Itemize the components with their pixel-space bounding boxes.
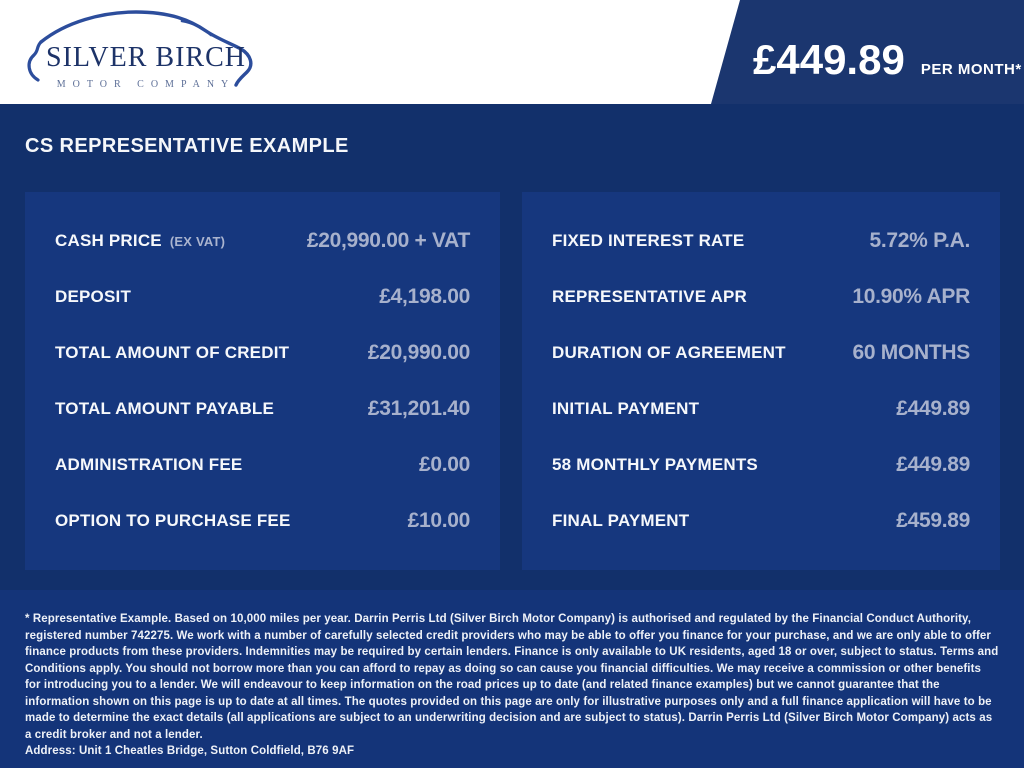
- finance-panels: CASH PRICE (EX VAT) £20,990.00 + VAT DEPO…: [0, 192, 1024, 570]
- row-value: £31,201.40: [367, 397, 470, 420]
- row-value: 5.72% P.A.: [869, 229, 970, 252]
- finance-row-option-fee: OPTION TO PURCHASE FEE £10.00: [55, 493, 470, 549]
- row-value: £4,198.00: [379, 285, 470, 308]
- row-value: 60 MONTHS: [852, 341, 971, 364]
- row-value: £10.00: [407, 509, 471, 532]
- row-label: FINAL PAYMENT: [552, 511, 690, 530]
- row-label: DURATION OF AGREEMENT: [552, 343, 786, 362]
- company-address: Address: Unit 1 Cheatles Bridge, Sutton …: [25, 745, 355, 757]
- logo-company-subtitle: MOTOR COMPANY: [56, 79, 236, 90]
- finance-panel-terms: FIXED INTEREST RATE 5.72% P.A. REPRESENT…: [522, 192, 1000, 570]
- monthly-price-banner: £449.89 PER MONTH*: [711, 0, 1024, 104]
- row-label-text: CASH PRICE: [55, 231, 162, 250]
- company-logo: SILVER BIRCH MOTOR COMPANY: [22, 4, 266, 100]
- row-value: £449.89: [896, 397, 970, 420]
- finance-row-cash-price: CASH PRICE (EX VAT) £20,990.00 + VAT: [55, 213, 470, 269]
- row-sublabel: (EX VAT): [169, 234, 226, 249]
- row-label: OPTION TO PURCHASE FEE: [55, 511, 291, 530]
- finance-row-monthly-payments: 58 MONTHLY PAYMENTS £449.89: [552, 437, 970, 493]
- row-label: REPRESENTATIVE APR: [552, 287, 748, 306]
- page-title: CS REPRESENTATIVE EXAMPLE: [25, 135, 349, 157]
- row-value: 10.90% APR: [852, 285, 970, 308]
- car-silhouette-icon: [27, 10, 253, 87]
- disclaimer-text: * Representative Example. Based on 10,00…: [25, 613, 999, 741]
- logo-company-name: SILVER BIRCH: [46, 42, 247, 73]
- row-value: £20,990.00: [367, 341, 470, 364]
- finance-row-final-payment: FINAL PAYMENT £459.89: [552, 493, 970, 549]
- legal-footer: * Representative Example. Based on 10,00…: [0, 590, 1024, 768]
- row-label: FIXED INTEREST RATE: [552, 231, 745, 250]
- finance-row-interest-rate: FIXED INTEREST RATE 5.72% P.A.: [552, 213, 970, 269]
- finance-row-initial-payment: INITIAL PAYMENT £449.89: [552, 381, 970, 437]
- finance-example-section: CS REPRESENTATIVE EXAMPLE CASH PRICE (EX …: [0, 104, 1024, 590]
- header-bar: SILVER BIRCH MOTOR COMPANY £449.89 PER M…: [0, 0, 1024, 104]
- finance-row-duration: DURATION OF AGREEMENT 60 MONTHS: [552, 325, 970, 381]
- finance-row-total-payable: TOTAL AMOUNT PAYABLE £31,201.40: [55, 381, 470, 437]
- finance-row-total-credit: TOTAL AMOUNT OF CREDIT £20,990.00: [55, 325, 470, 381]
- row-label: TOTAL AMOUNT PAYABLE: [55, 399, 275, 418]
- row-label: TOTAL AMOUNT OF CREDIT: [55, 343, 290, 362]
- finance-row-admin-fee: ADMINISTRATION FEE £0.00: [55, 437, 470, 493]
- row-value: £0.00: [418, 453, 470, 476]
- row-label: INITIAL PAYMENT: [552, 399, 700, 418]
- finance-row-deposit: DEPOSIT £4,198.00: [55, 269, 470, 325]
- row-value: £449.89: [896, 453, 970, 476]
- row-value: £20,990.00 + VAT: [306, 229, 470, 252]
- row-label: ADMINISTRATION FEE: [55, 455, 243, 474]
- finance-panel-costs: CASH PRICE (EX VAT) £20,990.00 + VAT DEPO…: [25, 192, 500, 570]
- finance-row-apr: REPRESENTATIVE APR 10.90% APR: [552, 269, 970, 325]
- row-label: CASH PRICE (EX VAT): [55, 231, 225, 251]
- row-label: 58 MONTHLY PAYMENTS: [552, 455, 758, 474]
- row-label: DEPOSIT: [55, 287, 132, 306]
- row-value: £459.89: [896, 509, 970, 532]
